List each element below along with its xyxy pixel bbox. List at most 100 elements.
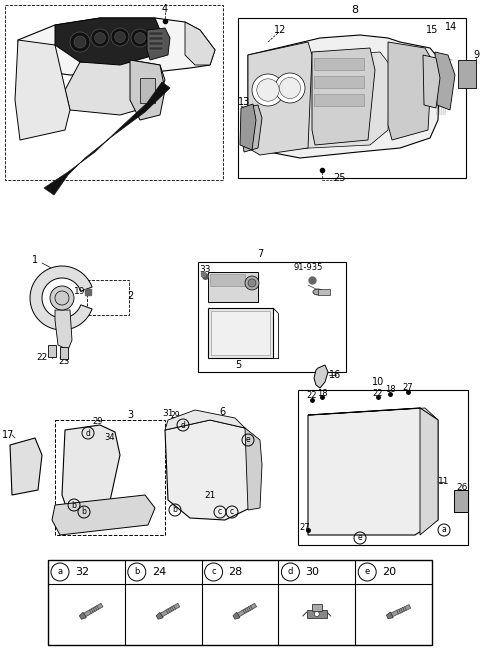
Text: 13: 13 (238, 97, 250, 107)
Circle shape (111, 28, 129, 46)
Text: 9: 9 (473, 50, 479, 60)
Circle shape (314, 612, 319, 617)
Bar (60, 347, 68, 359)
Text: a: a (442, 526, 446, 535)
Bar (149, 37, 163, 40)
Polygon shape (185, 22, 215, 65)
Circle shape (245, 276, 259, 290)
Bar (149, 47, 163, 50)
Text: 28: 28 (228, 567, 243, 577)
Text: b: b (82, 507, 86, 516)
Text: 23: 23 (58, 357, 70, 366)
Bar (149, 32, 163, 35)
Circle shape (257, 79, 279, 101)
Text: 6: 6 (219, 407, 225, 417)
Circle shape (248, 279, 256, 287)
Text: 31: 31 (162, 409, 174, 417)
Circle shape (50, 286, 74, 310)
Text: 29: 29 (170, 411, 180, 419)
Bar (55, 420, 165, 535)
Text: 18: 18 (317, 389, 327, 398)
Text: 33: 33 (199, 265, 211, 273)
Bar (5, 5, 223, 180)
Circle shape (115, 31, 125, 42)
Bar (208, 308, 273, 358)
Text: 5: 5 (235, 360, 241, 370)
Bar (238, 18, 466, 178)
Bar (198, 262, 346, 372)
Polygon shape (435, 52, 455, 110)
Text: e: e (246, 436, 250, 445)
Bar (48, 560, 432, 645)
Polygon shape (165, 410, 245, 430)
Text: b: b (173, 505, 178, 514)
Polygon shape (314, 365, 328, 388)
Text: 12: 12 (274, 25, 286, 35)
Bar (307, 610, 327, 618)
Text: 18: 18 (384, 385, 396, 394)
Text: 20: 20 (382, 567, 396, 577)
Text: 21: 21 (204, 490, 216, 499)
Text: b: b (134, 567, 140, 576)
Polygon shape (15, 40, 70, 140)
Text: 91-935: 91-935 (293, 263, 323, 273)
Polygon shape (44, 82, 170, 195)
Polygon shape (242, 105, 262, 152)
Circle shape (252, 74, 284, 106)
Circle shape (275, 73, 305, 103)
Polygon shape (62, 425, 120, 518)
Polygon shape (391, 604, 411, 617)
Text: c: c (218, 507, 222, 516)
Text: 3: 3 (127, 410, 133, 420)
Bar (149, 42, 163, 45)
Circle shape (279, 78, 300, 98)
Circle shape (74, 36, 86, 48)
Text: 7: 7 (257, 249, 263, 259)
Polygon shape (79, 612, 86, 619)
Circle shape (134, 33, 145, 44)
Circle shape (70, 32, 90, 52)
Text: d: d (180, 421, 185, 430)
Bar (458, 60, 476, 88)
Text: 17: 17 (2, 430, 14, 440)
Text: e: e (365, 567, 370, 576)
Text: b: b (72, 501, 76, 509)
Text: c: c (211, 567, 216, 576)
Polygon shape (165, 420, 260, 520)
Text: d: d (288, 567, 293, 576)
Bar (312, 604, 322, 611)
Bar (454, 490, 468, 512)
Polygon shape (55, 310, 72, 350)
Text: 22: 22 (373, 389, 383, 398)
Polygon shape (248, 35, 440, 158)
Text: 34: 34 (105, 432, 115, 441)
Polygon shape (10, 438, 42, 495)
Circle shape (131, 29, 149, 47)
Text: 14: 14 (445, 22, 457, 32)
Polygon shape (312, 48, 375, 145)
Text: a: a (58, 567, 62, 576)
Polygon shape (65, 60, 165, 115)
Bar (208, 272, 258, 302)
Text: 16: 16 (329, 370, 341, 380)
Text: 22: 22 (36, 353, 48, 363)
Polygon shape (388, 42, 432, 140)
Polygon shape (84, 603, 103, 617)
Bar (48, 345, 56, 357)
Text: 27: 27 (403, 383, 413, 393)
Text: 29: 29 (93, 417, 103, 426)
Text: 2: 2 (127, 291, 133, 301)
Text: 24: 24 (152, 567, 166, 577)
Polygon shape (423, 55, 440, 108)
Bar (87, 280, 129, 315)
Polygon shape (30, 266, 92, 330)
Polygon shape (240, 104, 256, 150)
Text: 22: 22 (307, 391, 317, 400)
Ellipse shape (313, 289, 323, 295)
Text: 4: 4 (162, 4, 168, 14)
Text: 25: 25 (334, 173, 346, 183)
Bar (314, 58, 364, 70)
Polygon shape (18, 18, 215, 75)
Bar (314, 94, 364, 106)
Polygon shape (156, 612, 163, 619)
